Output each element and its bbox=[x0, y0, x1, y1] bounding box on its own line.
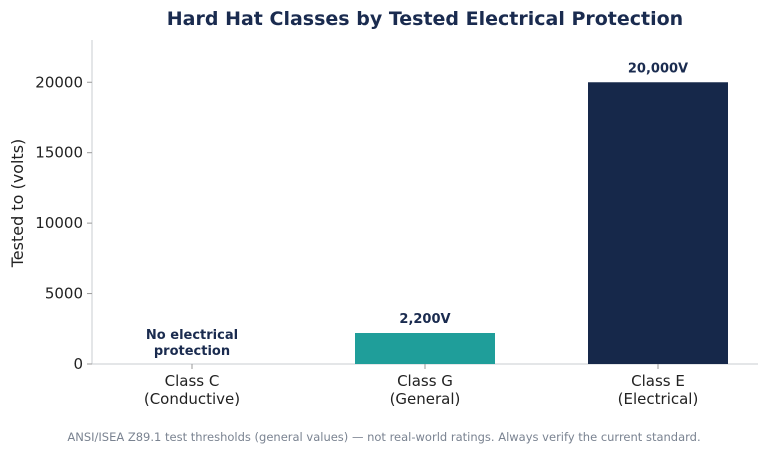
bar bbox=[588, 82, 728, 365]
category-label: (Conductive) bbox=[144, 390, 240, 408]
chart-title: Hard Hat Classes by Tested Electrical Pr… bbox=[167, 8, 683, 30]
y-axis-label: Tested to (volts) bbox=[8, 139, 27, 269]
y-tick-label: 10000 bbox=[35, 214, 83, 232]
y-tick-label: 15000 bbox=[35, 144, 83, 162]
y-tick-label: 20000 bbox=[35, 73, 83, 91]
category-label: Class G bbox=[397, 372, 453, 390]
category-label: (General) bbox=[390, 390, 461, 408]
bar bbox=[355, 333, 495, 364]
footnote: ANSI/ISEA Z89.1 test thresholds (general… bbox=[67, 430, 700, 444]
y-tick-label: 0 bbox=[73, 355, 83, 373]
y-tick-label: 5000 bbox=[45, 285, 83, 303]
category-label: Class C bbox=[165, 372, 220, 390]
category-label: (Electrical) bbox=[618, 390, 699, 408]
data-label: 20,000V bbox=[628, 61, 688, 76]
category-label: Class E bbox=[631, 372, 685, 390]
data-label: 2,200V bbox=[399, 312, 450, 327]
data-label: No electrical bbox=[146, 328, 238, 343]
plot-area: 0 5000 10000 15000 20000 Class C(Conductive) N… bbox=[35, 40, 758, 408]
data-label: protection bbox=[154, 344, 230, 359]
